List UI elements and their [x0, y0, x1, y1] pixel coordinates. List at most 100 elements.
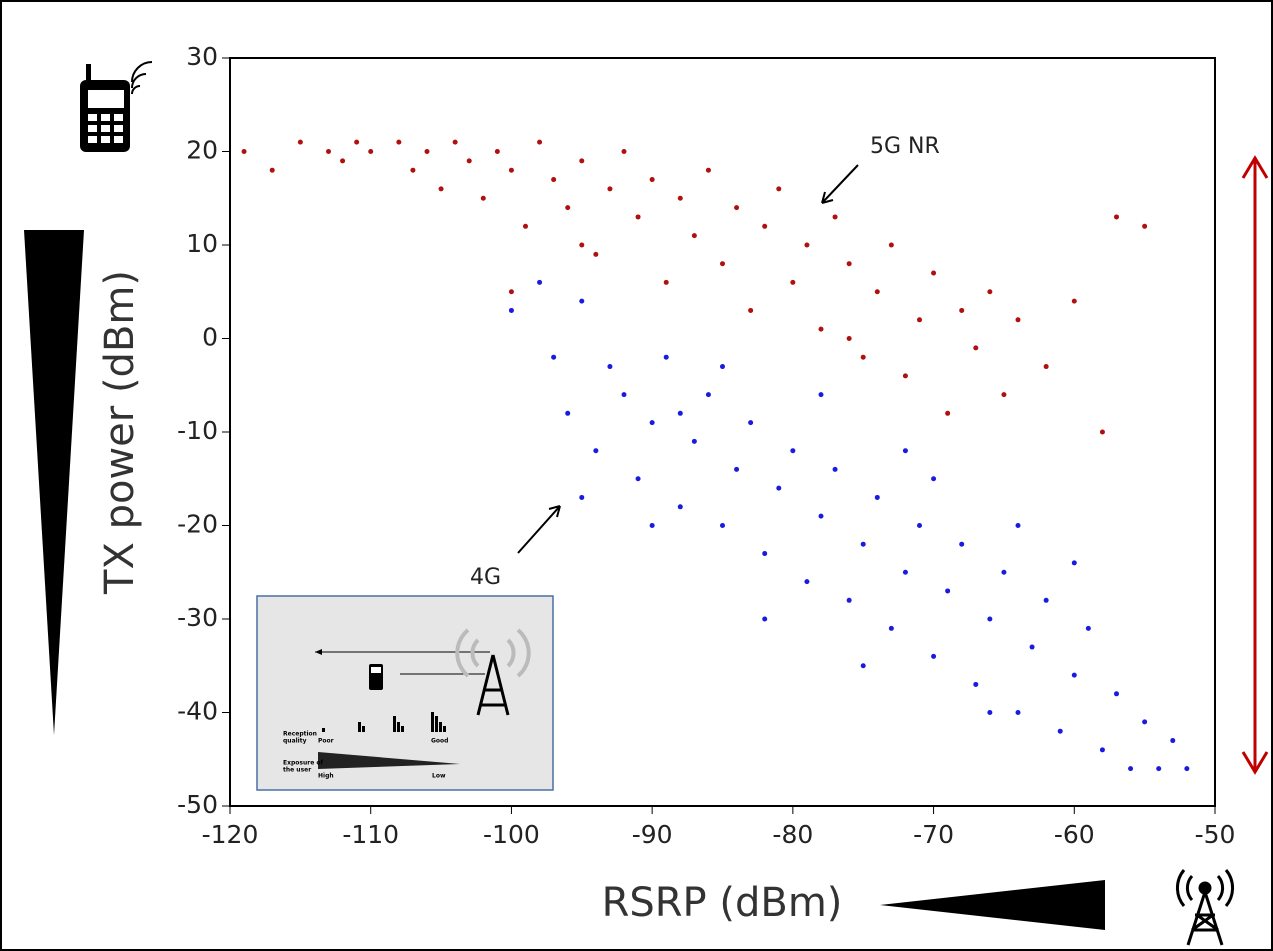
point	[480, 195, 486, 201]
point	[1043, 364, 1049, 370]
point	[776, 186, 782, 192]
point	[452, 139, 458, 145]
point	[354, 139, 360, 145]
point	[748, 420, 754, 426]
point	[438, 186, 444, 192]
tower-icon	[1176, 869, 1234, 946]
point	[945, 410, 951, 416]
point	[523, 223, 528, 229]
rsrp-wedge	[880, 880, 1105, 930]
point	[973, 345, 979, 351]
point	[888, 242, 894, 248]
point	[621, 392, 627, 398]
inset-label: quality	[283, 738, 307, 745]
point	[1142, 719, 1148, 725]
phone-icon	[80, 61, 153, 152]
point	[1001, 392, 1007, 398]
point	[832, 214, 838, 220]
point	[762, 551, 768, 557]
point	[705, 392, 711, 398]
point	[1071, 560, 1077, 566]
y-tick-label: -20	[177, 510, 218, 539]
point	[649, 177, 655, 183]
point	[818, 513, 824, 519]
point	[1184, 766, 1190, 772]
point	[1099, 429, 1105, 435]
point	[269, 167, 275, 173]
point	[410, 167, 416, 173]
point	[508, 307, 514, 313]
point	[973, 681, 979, 687]
x-axis-label: RSRP (dBm)	[602, 880, 843, 926]
point	[987, 616, 993, 622]
x-tick-label: -70	[913, 820, 954, 849]
point	[860, 354, 866, 360]
point	[593, 251, 599, 257]
point	[720, 523, 725, 528]
point	[1015, 523, 1021, 528]
point	[340, 158, 346, 164]
annotation-arrow	[517, 505, 561, 554]
inset-label: Low	[432, 773, 446, 780]
point	[579, 298, 585, 304]
point	[860, 541, 866, 547]
point	[748, 307, 754, 313]
tx-wedge	[24, 230, 84, 735]
point	[551, 354, 557, 360]
inset-label: Exposure of	[283, 760, 323, 767]
point	[537, 139, 543, 145]
point	[945, 588, 951, 594]
point	[1071, 298, 1077, 304]
x-tick-label: -90	[632, 820, 673, 849]
point	[1015, 710, 1021, 715]
point	[607, 364, 613, 370]
point	[1114, 691, 1119, 697]
point	[1085, 625, 1091, 631]
point	[677, 504, 683, 510]
point	[297, 139, 303, 145]
point	[1001, 569, 1007, 575]
point	[1043, 597, 1049, 603]
y-tick-label: 20	[186, 136, 218, 165]
point	[959, 541, 965, 547]
point	[734, 205, 740, 211]
point	[508, 167, 514, 173]
point	[874, 289, 880, 295]
point	[565, 205, 571, 211]
point	[832, 466, 838, 472]
point	[466, 158, 472, 164]
point	[424, 149, 430, 154]
point	[917, 523, 922, 528]
point	[804, 242, 810, 248]
point	[1142, 223, 1148, 229]
point	[804, 579, 810, 585]
point	[931, 476, 937, 482]
point	[931, 270, 937, 276]
point	[649, 523, 655, 528]
point	[931, 653, 937, 659]
point	[762, 616, 768, 622]
point	[1099, 747, 1105, 753]
point	[1071, 672, 1077, 678]
point	[720, 261, 725, 267]
point	[1015, 317, 1021, 323]
inset-label: Reception	[283, 731, 317, 738]
point	[902, 448, 908, 454]
point	[494, 149, 500, 154]
point	[790, 279, 796, 285]
inset-label: Good	[431, 738, 448, 745]
point	[705, 167, 711, 173]
point	[776, 485, 782, 491]
point	[396, 139, 402, 145]
point	[241, 149, 247, 154]
point	[1128, 766, 1134, 772]
point	[987, 289, 993, 295]
point	[663, 279, 669, 285]
y-tick-label: 0	[202, 323, 218, 352]
point	[846, 336, 852, 341]
point	[959, 307, 965, 313]
point	[818, 392, 824, 398]
range-arrow	[1241, 155, 1269, 775]
